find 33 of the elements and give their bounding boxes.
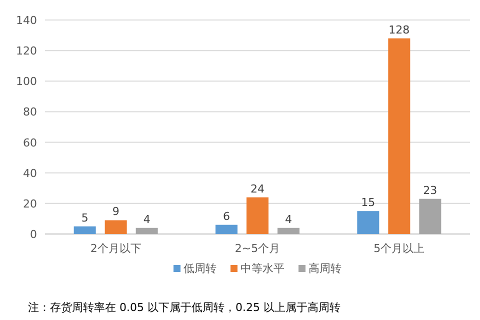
y-tick-label: 60 — [23, 136, 37, 150]
bar — [278, 228, 300, 234]
y-tick-label: 0 — [30, 228, 37, 241]
y-tick-label: 100 — [16, 75, 37, 88]
data-label: 4 — [143, 212, 150, 226]
data-label: 4 — [285, 212, 292, 226]
bar — [104, 220, 127, 234]
legend-label: 高周转 — [308, 262, 342, 275]
legend-label: 中等水平 — [240, 262, 284, 275]
y-tick-label: 20 — [23, 197, 37, 210]
bar — [74, 226, 96, 234]
data-label: 23 — [423, 184, 438, 197]
legend-label: 低周转 — [184, 262, 216, 275]
data-label: 128 — [388, 23, 410, 36]
bar — [246, 197, 268, 234]
text: 注：存货周转率在 0.05 以下属于低周转，0.25 以上属于高周转 — [28, 301, 340, 314]
data-label: 9 — [112, 205, 120, 218]
bar — [388, 38, 410, 234]
x-tick-label: 2~5个月 — [234, 242, 280, 255]
bar — [216, 224, 238, 234]
y-tick-label: 120 — [16, 44, 37, 58]
bar — [357, 211, 380, 234]
x-tick-label: 2个月以下 — [90, 242, 142, 255]
data-label: 15 — [361, 196, 376, 210]
y-tick-label: 80 — [23, 106, 37, 119]
bar — [419, 198, 442, 234]
y-tick-label: 140 — [16, 14, 37, 27]
bar — [136, 228, 158, 234]
x-tick-label: 5个月以上 — [374, 242, 425, 255]
data-label: 6 — [223, 210, 230, 223]
y-tick-label: 40 — [23, 166, 37, 180]
data-label: 5 — [81, 211, 88, 224]
data-label: 24 — [250, 182, 264, 196]
